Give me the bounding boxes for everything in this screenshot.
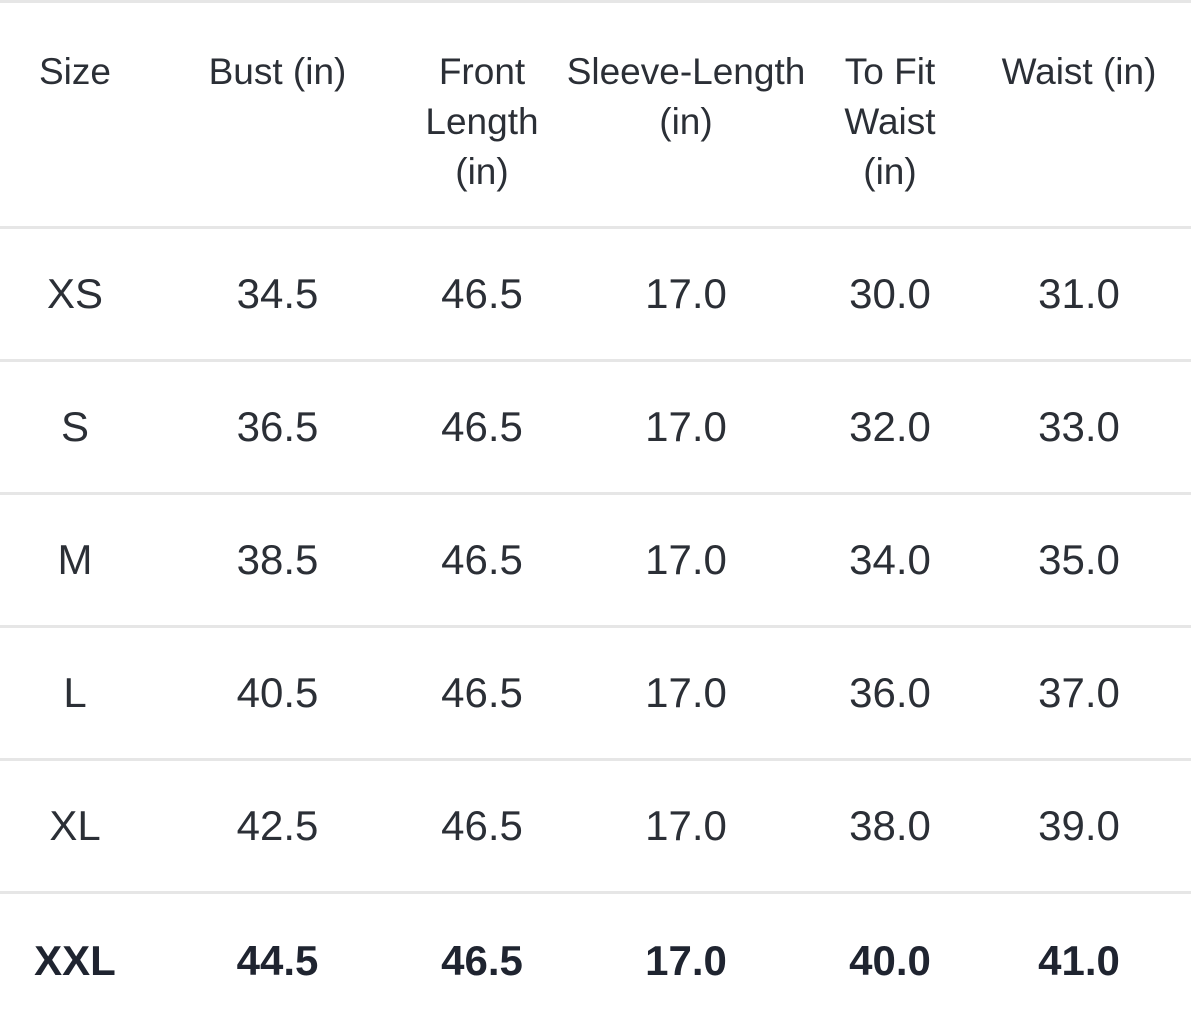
cell-bust: 38.5 <box>236 536 319 583</box>
header-front-length: Front Length (in) <box>425 51 539 192</box>
table-row-xs: XS 34.5 46.5 17.0 30.0 31.0 <box>0 229 1191 362</box>
cell-sleeve-length: 17.0 <box>645 669 727 716</box>
table-row-m: M 38.5 46.5 17.0 34.0 35.0 <box>0 495 1191 628</box>
cell-front-length: 46.5 <box>441 270 523 317</box>
cell-sleeve-length: 17.0 <box>645 802 727 849</box>
cell-to-fit-waist: 36.0 <box>849 669 931 716</box>
cell-waist: 35.0 <box>1038 536 1120 583</box>
header-to-fit-waist: To Fit Waist (in) <box>844 51 936 192</box>
cell-sleeve-length: 17.0 <box>645 270 727 317</box>
cell-bust: 36.5 <box>236 403 319 450</box>
cell-waist: 37.0 <box>1038 669 1120 716</box>
cell-bust: 42.5 <box>236 802 319 849</box>
table-header-row: Size Bust (in) Front Length (in) Sleeve-… <box>0 3 1191 229</box>
cell-to-fit-waist: 38.0 <box>849 802 931 849</box>
cell-size: L <box>63 669 87 716</box>
cell-to-fit-waist: 32.0 <box>849 403 931 450</box>
header-waist: Waist (in) <box>1001 51 1157 92</box>
cell-bust: 34.5 <box>236 270 319 317</box>
cell-front-length: 46.5 <box>441 936 523 984</box>
cell-front-length: 46.5 <box>441 403 523 450</box>
cell-size: XXL <box>34 936 116 984</box>
cell-bust: 44.5 <box>236 936 319 984</box>
cell-front-length: 46.5 <box>441 536 523 583</box>
table-row-xxl: XXL 44.5 46.5 17.0 40.0 41.0 <box>0 894 1191 1027</box>
table-top-divider <box>0 0 1191 3</box>
cell-sleeve-length: 17.0 <box>645 936 727 984</box>
cell-size: XL <box>49 802 101 849</box>
cell-sleeve-length: 17.0 <box>645 536 727 583</box>
cell-front-length: 46.5 <box>441 802 523 849</box>
table-row-xl: XL 42.5 46.5 17.0 38.0 39.0 <box>0 761 1191 894</box>
cell-size: M <box>57 536 93 583</box>
header-sleeve-length: Sleeve-Length (in) <box>566 51 806 142</box>
cell-front-length: 46.5 <box>441 669 523 716</box>
cell-size: S <box>60 403 89 450</box>
cell-waist: 41.0 <box>1038 936 1120 984</box>
cell-bust: 40.5 <box>236 669 319 716</box>
cell-to-fit-waist: 40.0 <box>849 936 931 984</box>
header-bust: Bust (in) <box>208 51 347 92</box>
table-row-s: S 36.5 46.5 17.0 32.0 33.0 <box>0 362 1191 495</box>
cell-size: XS <box>46 270 104 317</box>
cell-waist: 31.0 <box>1038 270 1120 317</box>
cell-to-fit-waist: 34.0 <box>849 536 931 583</box>
cell-waist: 33.0 <box>1038 403 1120 450</box>
table-row-l: L 40.5 46.5 17.0 36.0 37.0 <box>0 628 1191 761</box>
cell-sleeve-length: 17.0 <box>645 403 727 450</box>
header-size: Size <box>39 51 111 92</box>
cell-to-fit-waist: 30.0 <box>849 270 931 317</box>
cell-waist: 39.0 <box>1038 802 1120 849</box>
